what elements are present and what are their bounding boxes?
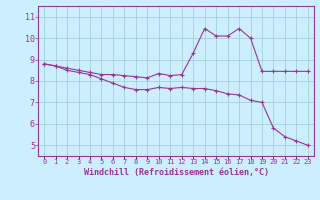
X-axis label: Windchill (Refroidissement éolien,°C): Windchill (Refroidissement éolien,°C) xyxy=(84,168,268,177)
